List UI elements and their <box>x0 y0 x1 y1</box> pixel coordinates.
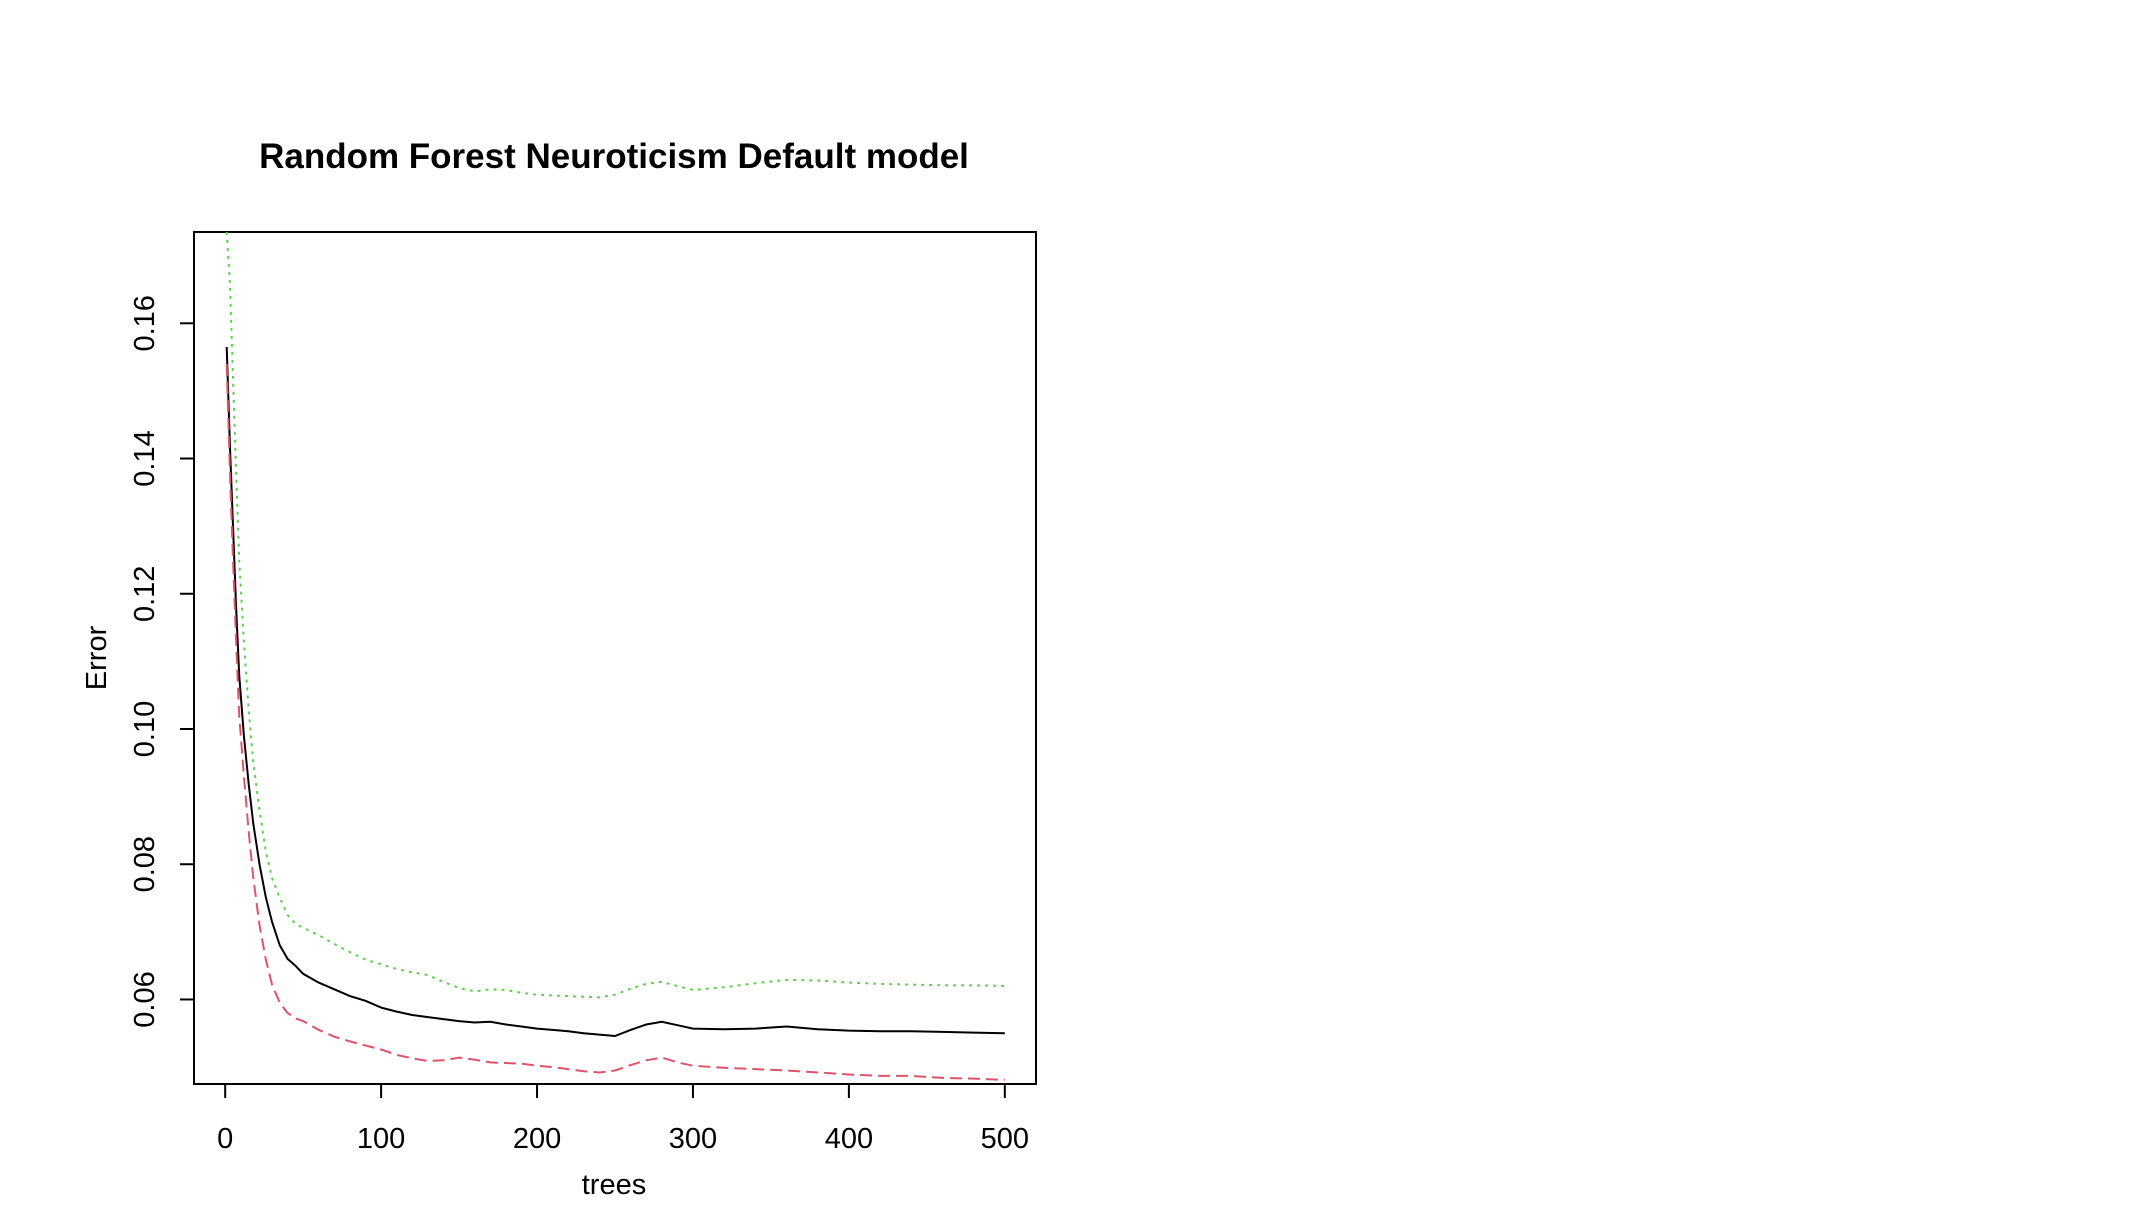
y-axis-label: Error <box>81 625 113 690</box>
series-line-3 <box>225 232 1005 999</box>
x-tick-label: 200 <box>513 1123 561 1155</box>
y-tick-label: 0.06 <box>129 971 161 1027</box>
y-axis: 0.06 0.08 0.10 0.12 0.14 0.16 <box>129 295 195 1028</box>
y-tick-label: 0.16 <box>129 295 161 351</box>
y-tick-label: 0.10 <box>129 701 161 757</box>
series-layer <box>225 232 1005 1081</box>
x-tick-label: 0 <box>217 1123 233 1155</box>
series-line-2 <box>225 363 1005 1081</box>
x-axis: 0 100 200 300 400 500 <box>217 1083 1029 1155</box>
x-axis-label: trees <box>582 1169 646 1201</box>
x-tick-label: 100 <box>357 1123 405 1155</box>
x-tick-label: 400 <box>825 1123 873 1155</box>
x-tick-label: 300 <box>669 1123 717 1155</box>
x-tick-label: 500 <box>981 1123 1029 1155</box>
series-line-1 <box>225 346 1005 1038</box>
y-tick-label: 0.14 <box>129 430 161 486</box>
chart-title: Random Forest Neuroticism Default model <box>259 137 969 176</box>
plot-frame <box>193 231 1037 1085</box>
y-tick-label: 0.12 <box>129 566 161 622</box>
y-tick-label: 0.08 <box>129 836 161 892</box>
